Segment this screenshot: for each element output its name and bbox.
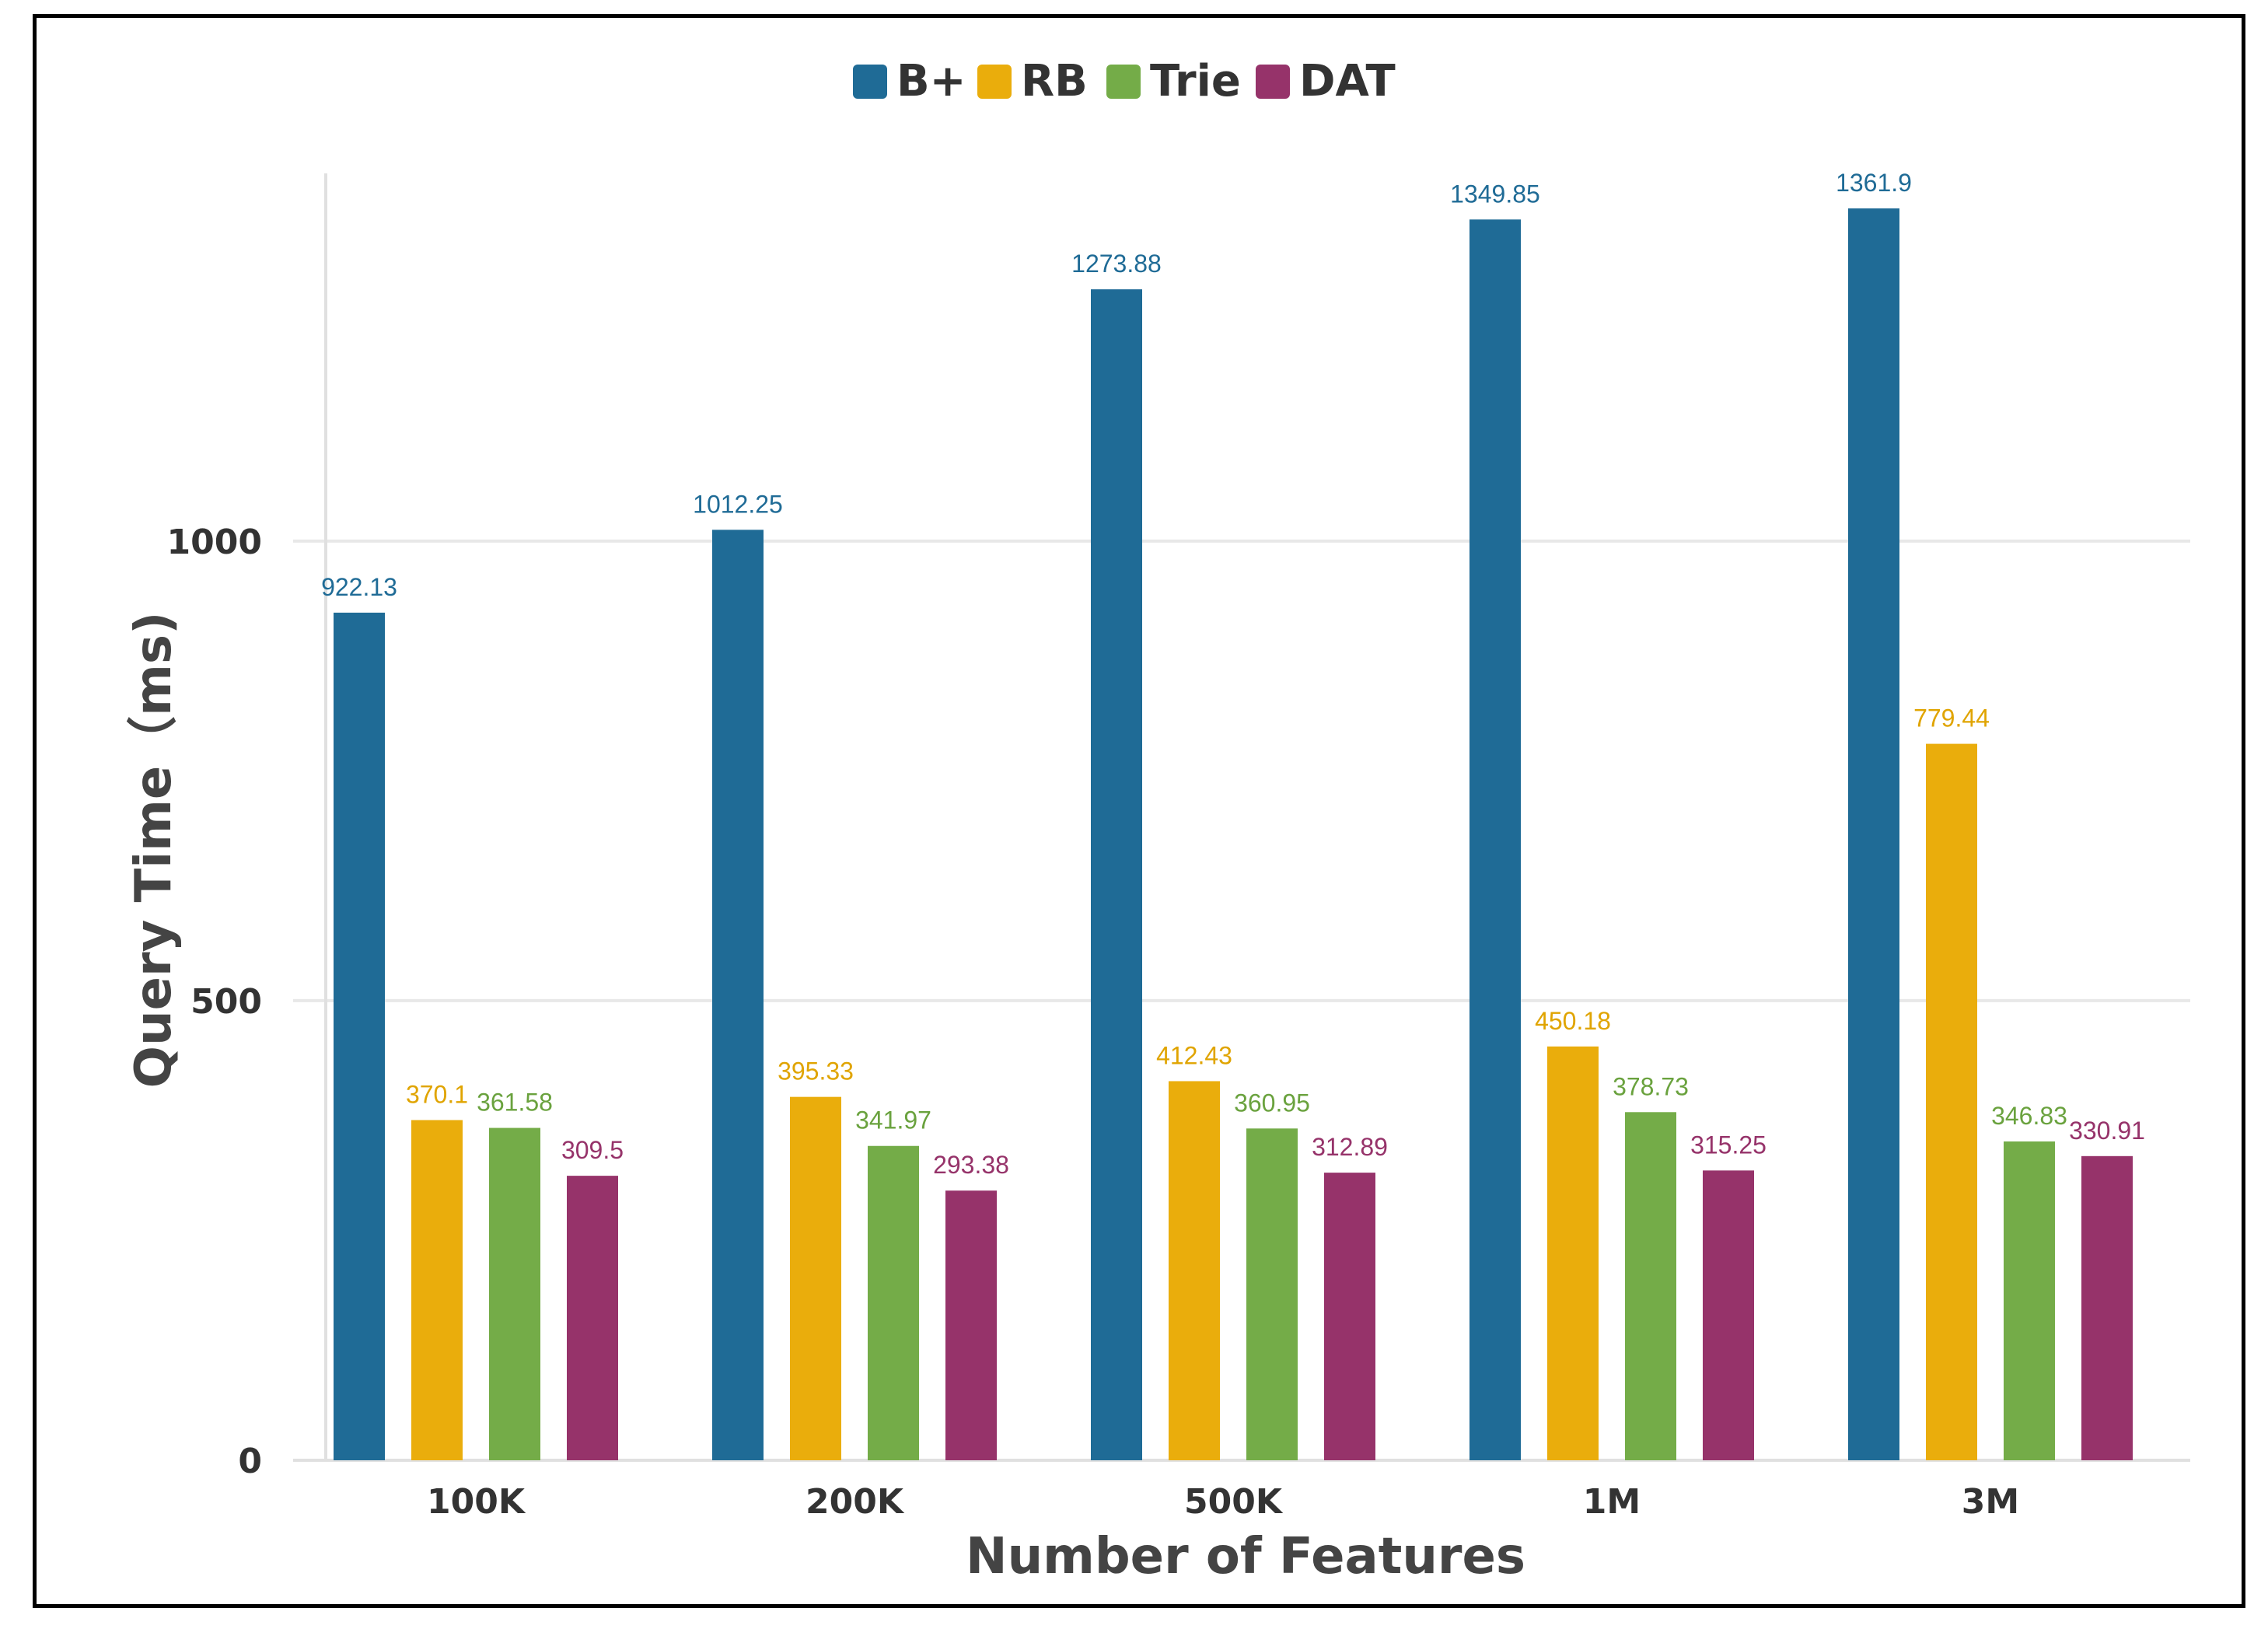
bar-dat-200k bbox=[945, 1190, 997, 1460]
y-axis-title: Query Time（ms) bbox=[125, 612, 183, 1089]
data-label: 395.33 bbox=[778, 1057, 854, 1085]
data-label: 330.91 bbox=[2069, 1117, 2145, 1145]
data-label: 450.18 bbox=[1535, 1007, 1611, 1035]
data-label: 341.97 bbox=[855, 1106, 931, 1134]
data-label: 779.44 bbox=[1913, 704, 1990, 732]
bar-dat-500k bbox=[1324, 1173, 1375, 1460]
bar-rb-100k bbox=[411, 1120, 463, 1460]
bar-bplus-100k bbox=[334, 612, 385, 1460]
data-label: 1273.88 bbox=[1071, 250, 1162, 278]
data-label: 370.1 bbox=[406, 1080, 468, 1108]
legend-label: B+ bbox=[896, 56, 966, 107]
bar-trie-200k bbox=[868, 1145, 919, 1460]
bars bbox=[334, 208, 2133, 1461]
legend-swatch bbox=[1106, 65, 1141, 99]
bar-dat-100k bbox=[567, 1176, 618, 1460]
bar-trie-3m bbox=[2004, 1141, 2055, 1460]
legend-label: RB bbox=[1021, 56, 1088, 107]
bar-chart: 0 500 1000 100K 200K 500K 1M 3M 922.13 370.1 361.… bbox=[125, 56, 2190, 1585]
data-label: 412.43 bbox=[1156, 1041, 1232, 1069]
bar-rb-1m bbox=[1547, 1046, 1599, 1460]
legend-swatch bbox=[1256, 65, 1290, 99]
data-label: 312.89 bbox=[1312, 1133, 1388, 1161]
x-tick-label: 1M bbox=[1583, 1482, 1641, 1522]
data-labels: 922.13 370.1 361.58 309.5 1012.25 395.33341.9… bbox=[321, 169, 2145, 1179]
bar-dat-1m bbox=[1703, 1170, 1754, 1460]
data-label: 922.13 bbox=[321, 573, 397, 601]
data-label: 293.38 bbox=[933, 1151, 1009, 1179]
y-tick-label: 0 bbox=[238, 1442, 262, 1481]
data-label: 346.83 bbox=[1991, 1102, 2067, 1130]
data-label: 360.95 bbox=[1234, 1089, 1310, 1117]
bar-trie-500k bbox=[1246, 1128, 1298, 1460]
bar-rb-200k bbox=[790, 1096, 841, 1460]
bar-bplus-200k bbox=[712, 530, 764, 1460]
legend-label: DAT bbox=[1299, 56, 1396, 107]
data-label: 315.25 bbox=[1690, 1131, 1767, 1159]
x-tick-label: 200K bbox=[806, 1482, 905, 1522]
x-tick-label: 3M bbox=[1962, 1482, 2019, 1522]
legend-label: Trie bbox=[1150, 56, 1241, 107]
bar-bplus-500k bbox=[1091, 289, 1142, 1461]
data-label: 1349.85 bbox=[1450, 180, 1540, 208]
y-tick-label: 500 bbox=[190, 982, 262, 1022]
data-label: 361.58 bbox=[477, 1089, 553, 1117]
bar-rb-3m bbox=[1926, 743, 1977, 1460]
chart-frame: 0 500 1000 100K 200K 500K 1M 3M 922.13 370.1 361.… bbox=[33, 14, 2245, 1608]
x-axis-title: Number of Features bbox=[966, 1528, 1525, 1585]
x-tick-label: 100K bbox=[427, 1482, 526, 1522]
bar-trie-1m bbox=[1625, 1112, 1676, 1460]
data-label: 309.5 bbox=[561, 1136, 624, 1164]
legend: B+ RB Trie DAT bbox=[853, 56, 1396, 107]
x-tick-label: 500K bbox=[1184, 1482, 1284, 1522]
bar-bplus-1m bbox=[1469, 219, 1521, 1461]
bar-dat-3m bbox=[2081, 1155, 2133, 1460]
data-label: 1361.9 bbox=[1836, 169, 1912, 197]
y-tick-label: 1000 bbox=[167, 523, 262, 562]
bar-rb-500k bbox=[1169, 1081, 1220, 1460]
data-label: 378.73 bbox=[1613, 1072, 1689, 1100]
bar-trie-100k bbox=[489, 1127, 540, 1460]
legend-swatch bbox=[977, 65, 1012, 99]
grid-lines bbox=[293, 539, 2190, 1002]
data-label: 1012.25 bbox=[693, 490, 783, 518]
bar-bplus-3m bbox=[1848, 208, 1899, 1460]
legend-swatch bbox=[853, 65, 887, 99]
